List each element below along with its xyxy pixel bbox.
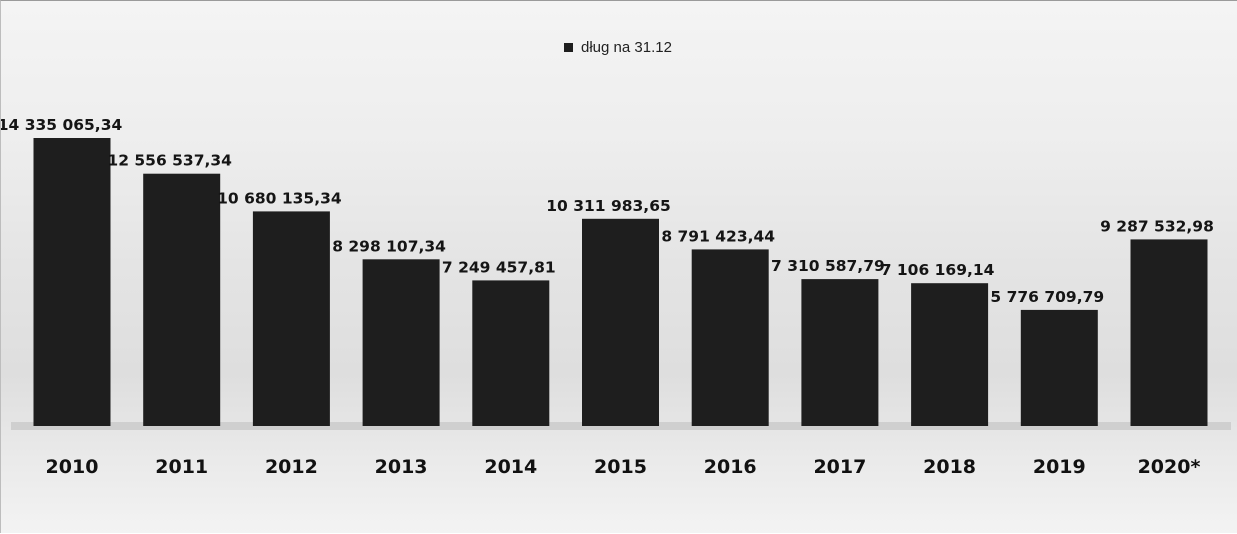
bar-2020 [1130,239,1208,426]
x-tick-label: 2011 [155,456,208,478]
x-tick-label: 2010 [46,456,99,478]
x-tick-label: 2017 [813,456,866,478]
bar-2018 [911,283,989,426]
data-label: 7 249 457,81 [442,258,556,276]
bar-2016 [691,249,769,426]
x-tick-label: 2020* [1138,456,1201,478]
bar-2012 [252,211,330,426]
bar-2011 [143,173,221,426]
x-tick-label: 2016 [704,456,757,478]
data-label: 10 680 135,34 [217,189,342,207]
bar-2015 [582,218,659,426]
bar-2013 [362,259,440,426]
bar-2019 [1020,309,1098,426]
x-tick-label: 2015 [594,456,647,478]
x-tick-label: 2018 [923,456,976,478]
data-label: 8 298 107,34 [332,237,446,255]
legend: dług na 31.12 [564,39,672,56]
x-tick-label: 2019 [1033,456,1086,478]
data-label: 10 311 983,65 [546,197,671,215]
legend-swatch [564,43,573,52]
bar-2010 [33,138,111,426]
data-label: 8 791 423,44 [661,227,775,245]
data-label: 12 556 537,34 [107,152,232,170]
x-tick-label: 2012 [265,456,318,478]
x-tick-label: 2014 [484,456,537,478]
data-label: 7 106 169,14 [881,261,995,279]
data-label: 5 776 709,79 [990,288,1104,306]
bar-2014 [472,280,550,426]
data-label: 14 335 065,34 [1,116,122,134]
legend-label: dług na 31.12 [581,39,672,56]
x-tick-label: 2013 [375,456,428,478]
data-label: 9 287 532,98 [1100,217,1214,235]
data-label: 7 310 587,79 [771,257,885,275]
bar-2017 [801,279,879,426]
